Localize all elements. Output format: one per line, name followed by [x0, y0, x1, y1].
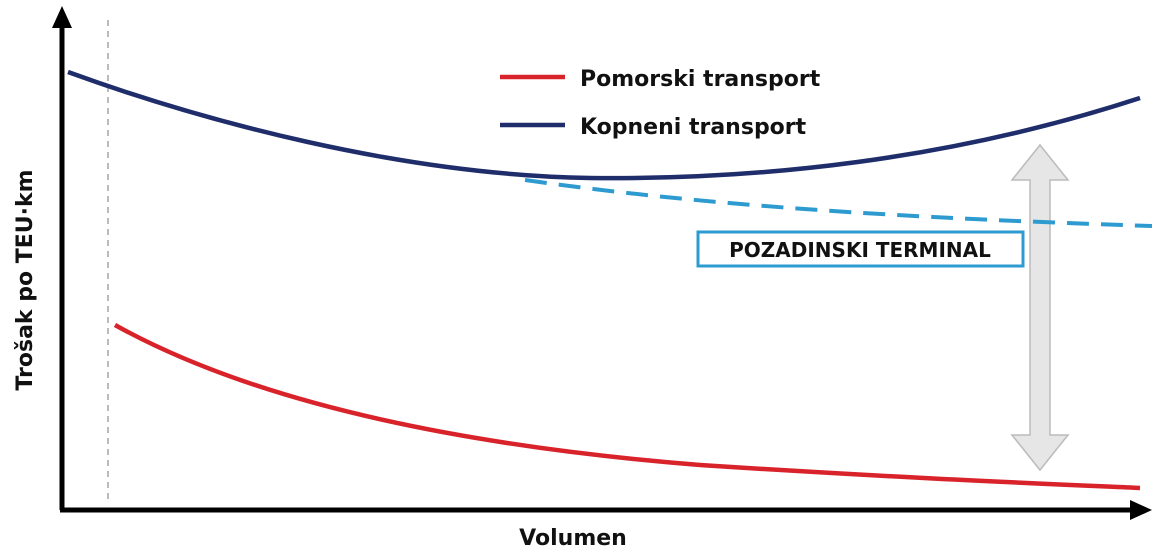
legend-label: Pomorski transport — [580, 67, 821, 92]
land-transport-curve — [67, 69, 1141, 181]
x-axis-label: Volumen — [519, 526, 627, 551]
annotation-box — [696, 230, 1025, 268]
annotation-label: POZADINSKI TERMINAL — [729, 238, 991, 262]
axes — [52, 6, 1152, 520]
y-axis-label: Trošak po TEU·km — [13, 169, 38, 390]
double-arrow — [1010, 143, 1070, 472]
legend-label: Kopneni transport — [580, 115, 807, 140]
sea-transport-curve — [113, 323, 1141, 491]
terminal-curve — [524, 178, 1153, 228]
